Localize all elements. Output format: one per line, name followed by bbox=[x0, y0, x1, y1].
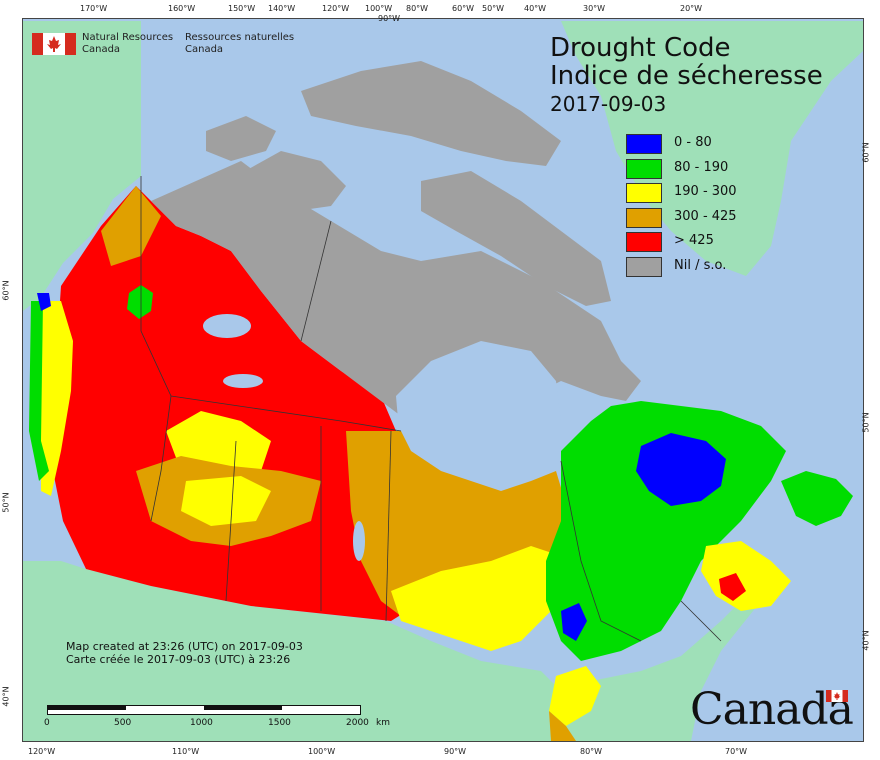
legend-swatch bbox=[626, 183, 662, 203]
legend-swatch bbox=[626, 256, 662, 277]
bottom-tick: 120°W bbox=[28, 747, 56, 756]
legend-label: 0 - 80 bbox=[674, 135, 712, 150]
nil-banks bbox=[206, 116, 276, 161]
top-tick: 80°W bbox=[406, 4, 429, 13]
credit-en: Map created at 23:26 (UTC) on 2017-09-03 bbox=[66, 640, 303, 653]
left-lat-tick: 60°N bbox=[1, 280, 11, 301]
nrcan-en-line2: Canada bbox=[82, 44, 121, 55]
coast-green bbox=[29, 301, 49, 481]
top-tick: 100°W bbox=[365, 4, 393, 13]
bottom-tick: 80°W bbox=[580, 747, 603, 756]
top-tick: 20°W bbox=[680, 4, 703, 13]
nrcan-name-en: Natural Resources Canada bbox=[82, 32, 173, 56]
scale-bar bbox=[47, 705, 361, 715]
scale-label: 1500 bbox=[268, 718, 291, 728]
nil-ellesmere bbox=[301, 61, 561, 166]
green-quebec bbox=[546, 401, 786, 661]
great-slave-lake bbox=[223, 374, 263, 388]
map-title-fr: Indice de sécheresse bbox=[550, 61, 823, 91]
nrcan-en-line1: Natural Resources bbox=[82, 32, 174, 43]
green-yukon-ring bbox=[127, 285, 153, 319]
scale-segment bbox=[48, 706, 126, 710]
bottom-tick: 100°W bbox=[308, 747, 336, 756]
map-title-block: Drought Code Indice de sécheresse 2017-0… bbox=[550, 34, 823, 116]
right-lat-tick: 40°N bbox=[861, 630, 871, 651]
top-tick: 140°W bbox=[268, 4, 296, 13]
map-frame[interactable] bbox=[22, 18, 864, 742]
bottom-tick: 70°W bbox=[725, 747, 748, 756]
drought-code-map[interactable] bbox=[23, 19, 863, 741]
legend-label: > 425 bbox=[674, 233, 714, 248]
legend-label: 300 - 425 bbox=[674, 208, 737, 224]
canada-flag-icon bbox=[32, 33, 76, 55]
scale-label: 1000 bbox=[190, 718, 213, 728]
scale-label: 500 bbox=[114, 718, 132, 728]
greenland-land bbox=[561, 21, 863, 276]
nrcan-fr-line1: Ressources naturelles bbox=[185, 32, 295, 43]
legend-swatch bbox=[626, 232, 662, 252]
map-credit: Map created at 23:26 (UTC) on 2017-09-03… bbox=[66, 640, 303, 666]
coast-yellow bbox=[41, 301, 73, 496]
yellow-south-ontario bbox=[549, 666, 601, 726]
legend-label: Nil / s.o. bbox=[674, 257, 727, 273]
blue-gaspe bbox=[561, 603, 587, 641]
map-title-en: Drought Code bbox=[550, 33, 731, 63]
great-bear-lake bbox=[203, 314, 251, 338]
nil-victoria bbox=[236, 151, 346, 211]
top-tick: 90°W bbox=[378, 14, 401, 23]
legend-swatch bbox=[626, 158, 662, 179]
right-lat-tick: 60°N bbox=[861, 142, 871, 163]
orange-north-bc bbox=[101, 186, 161, 266]
scale-label: 0 bbox=[44, 718, 50, 728]
bottom-tick: 110°W bbox=[172, 747, 200, 756]
credit-fr: Carte créée le 2017-09-03 (UTC) à 23:26 bbox=[66, 653, 291, 666]
right-lat-tick: 50°N bbox=[861, 412, 871, 433]
top-tick: 50°W bbox=[482, 4, 505, 13]
hudson-bay bbox=[396, 341, 561, 491]
top-tick: 120°W bbox=[322, 4, 350, 13]
legend-label: 80 - 190 bbox=[674, 159, 729, 175]
red-maritimes bbox=[719, 573, 746, 601]
nil-baffin bbox=[421, 171, 611, 306]
top-tick: 40°W bbox=[524, 4, 547, 13]
lake-winnipeg bbox=[353, 521, 365, 561]
map-date: 2017-09-03 bbox=[550, 92, 667, 116]
yellow-south bbox=[391, 546, 581, 651]
orange-south-ontario bbox=[549, 711, 576, 741]
left-lat-tick: 50°N bbox=[1, 492, 11, 513]
top-tick: 170°W bbox=[80, 4, 108, 13]
nrcan-name-fr: Ressources naturelles Canada bbox=[185, 32, 294, 56]
alaska-land bbox=[23, 21, 141, 311]
blue-quebec bbox=[636, 433, 726, 506]
top-tick: 160°W bbox=[168, 4, 196, 13]
scale-segment bbox=[204, 706, 282, 710]
scale-unit: km bbox=[376, 718, 390, 728]
left-lat-tick: 40°N bbox=[1, 686, 11, 707]
wordmark-flag-icon bbox=[826, 690, 848, 702]
coast-blue bbox=[37, 293, 51, 311]
top-tick: 150°W bbox=[228, 4, 256, 13]
legend-swatch bbox=[626, 207, 662, 228]
legend-label: 190 - 300 bbox=[674, 184, 737, 199]
top-tick: 60°W bbox=[452, 4, 475, 13]
top-tick: 30°W bbox=[583, 4, 606, 13]
provincial-borders bbox=[140, 176, 722, 642]
bottom-tick: 90°W bbox=[444, 747, 467, 756]
legend-swatch bbox=[626, 134, 662, 154]
green-newfoundland bbox=[781, 471, 853, 526]
scale-label: 2000 bbox=[346, 718, 369, 728]
yellow-prairie-2 bbox=[181, 476, 271, 526]
nrcan-fr-line2: Canada bbox=[185, 44, 224, 55]
